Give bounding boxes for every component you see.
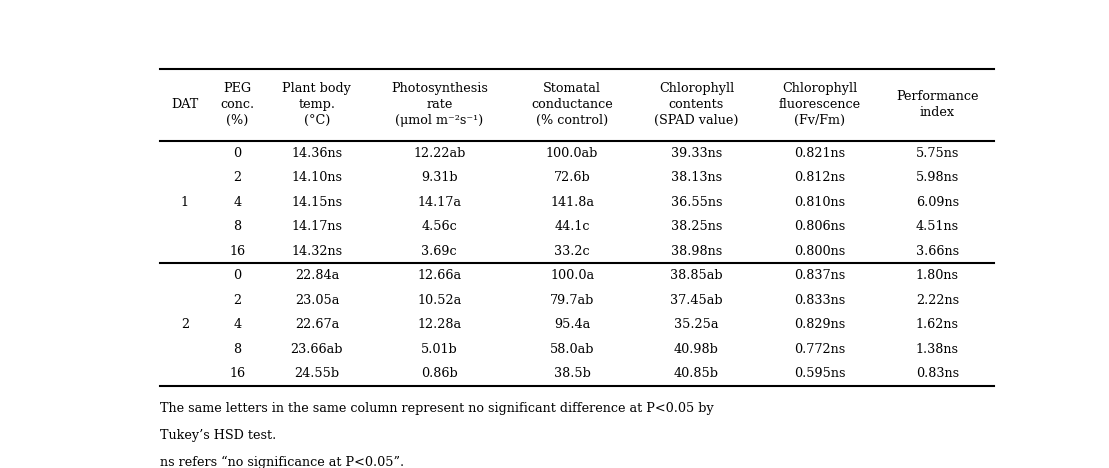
Text: 0.829ns: 0.829ns (794, 318, 845, 331)
Text: 2.22ns: 2.22ns (916, 293, 959, 307)
Text: 12.66a: 12.66a (417, 269, 461, 282)
Text: 58.0ab: 58.0ab (550, 343, 594, 356)
Text: 8: 8 (234, 343, 242, 356)
Text: Plant body
temp.
(°C): Plant body temp. (°C) (283, 82, 352, 127)
Text: 3.66ns: 3.66ns (916, 245, 959, 257)
Text: 2: 2 (234, 293, 242, 307)
Text: Chlorophyll
contents
(SPAD value): Chlorophyll contents (SPAD value) (654, 82, 739, 127)
Text: Stomatal
conductance
(% control): Stomatal conductance (% control) (531, 82, 613, 127)
Text: 5.01b: 5.01b (421, 343, 458, 356)
Text: Photosynthesis
rate
(μmol m⁻²s⁻¹): Photosynthesis rate (μmol m⁻²s⁻¹) (390, 82, 488, 127)
Text: 40.85b: 40.85b (674, 367, 719, 380)
Text: 0: 0 (234, 146, 242, 160)
Text: 33.2c: 33.2c (554, 245, 590, 257)
Text: 38.85ab: 38.85ab (670, 269, 723, 282)
Text: 14.17ns: 14.17ns (292, 220, 343, 233)
Text: 22.84a: 22.84a (295, 269, 339, 282)
Text: The same letters in the same column represent no significant difference at P<0.0: The same letters in the same column repr… (160, 402, 714, 415)
Text: 16: 16 (230, 367, 245, 380)
Text: 38.13ns: 38.13ns (671, 171, 722, 184)
Text: 22.67a: 22.67a (295, 318, 339, 331)
Text: 12.28a: 12.28a (417, 318, 461, 331)
Text: 0.86b: 0.86b (421, 367, 458, 380)
Text: 95.4a: 95.4a (554, 318, 590, 331)
Text: 14.36ns: 14.36ns (292, 146, 343, 160)
Text: 0.772ns: 0.772ns (794, 343, 845, 356)
Text: 4: 4 (234, 318, 242, 331)
Text: 23.66ab: 23.66ab (291, 343, 343, 356)
Text: 5.98ns: 5.98ns (916, 171, 959, 184)
Text: 36.55ns: 36.55ns (671, 196, 722, 209)
Text: 0.821ns: 0.821ns (794, 146, 845, 160)
Text: 100.0ab: 100.0ab (546, 146, 599, 160)
Text: 39.33ns: 39.33ns (671, 146, 722, 160)
Text: 1.62ns: 1.62ns (916, 318, 959, 331)
Text: 35.25a: 35.25a (674, 318, 719, 331)
Text: 9.31b: 9.31b (421, 171, 458, 184)
Text: 141.8a: 141.8a (550, 196, 594, 209)
Text: 3.69c: 3.69c (421, 245, 457, 257)
Text: 0.812ns: 0.812ns (794, 171, 845, 184)
Text: 4: 4 (234, 196, 242, 209)
Text: 0.806ns: 0.806ns (794, 220, 845, 233)
Text: 0.833ns: 0.833ns (794, 293, 845, 307)
Text: 16: 16 (230, 245, 245, 257)
Text: 38.5b: 38.5b (553, 367, 591, 380)
Text: 12.22ab: 12.22ab (413, 146, 466, 160)
Text: Performance
index: Performance index (896, 90, 978, 119)
Text: 4.56c: 4.56c (421, 220, 457, 233)
Text: 40.98b: 40.98b (674, 343, 719, 356)
Text: 23.05a: 23.05a (295, 293, 339, 307)
Text: 37.45ab: 37.45ab (670, 293, 723, 307)
Text: 4.51ns: 4.51ns (916, 220, 959, 233)
Text: 79.7ab: 79.7ab (550, 293, 594, 307)
Text: Tukey’s HSD test.: Tukey’s HSD test. (160, 429, 276, 442)
Text: 1.38ns: 1.38ns (916, 343, 959, 356)
Text: 14.10ns: 14.10ns (292, 171, 343, 184)
Text: 14.32ns: 14.32ns (292, 245, 343, 257)
Text: 2: 2 (181, 318, 189, 331)
Text: 2: 2 (234, 171, 242, 184)
Text: 5.75ns: 5.75ns (916, 146, 959, 160)
Text: DAT: DAT (172, 98, 199, 111)
Text: 14.15ns: 14.15ns (292, 196, 343, 209)
Text: Chlorophyll
fluorescence
(Fv/Fm): Chlorophyll fluorescence (Fv/Fm) (779, 82, 861, 127)
Text: 100.0a: 100.0a (550, 269, 594, 282)
Text: 38.25ns: 38.25ns (671, 220, 722, 233)
Text: 6.09ns: 6.09ns (916, 196, 959, 209)
Text: 72.6b: 72.6b (553, 171, 591, 184)
Text: 0.800ns: 0.800ns (794, 245, 845, 257)
Text: 0: 0 (234, 269, 242, 282)
Text: 0.595ns: 0.595ns (794, 367, 845, 380)
Text: 0.810ns: 0.810ns (794, 196, 845, 209)
Text: 24.55b: 24.55b (294, 367, 339, 380)
Text: 8: 8 (234, 220, 242, 233)
Text: ns refers “no significance at P<0.05”.: ns refers “no significance at P<0.05”. (160, 456, 405, 468)
Text: 14.17a: 14.17a (417, 196, 461, 209)
Text: 1: 1 (181, 196, 189, 209)
Text: 0.83ns: 0.83ns (916, 367, 959, 380)
Text: PEG
conc.
(%): PEG conc. (%) (221, 82, 255, 127)
Text: 44.1c: 44.1c (554, 220, 590, 233)
Text: 0.837ns: 0.837ns (794, 269, 845, 282)
Text: 38.98ns: 38.98ns (671, 245, 722, 257)
Text: 1.80ns: 1.80ns (916, 269, 959, 282)
Text: 10.52a: 10.52a (417, 293, 461, 307)
